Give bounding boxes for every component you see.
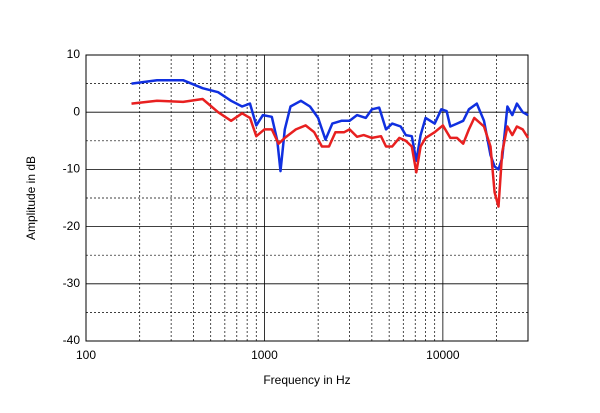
y-tick-label: -40 (63, 333, 81, 347)
data-line (131, 97, 530, 208)
y-tick-label: -30 (63, 276, 81, 290)
x-tick-label: 1000 (251, 348, 278, 362)
x-tick-label: 10000 (426, 348, 460, 362)
y-tick-label: -20 (63, 219, 81, 233)
plot-frame (85, 54, 529, 342)
x-axis-label: Frequency in Hz (263, 373, 350, 387)
y-tick-label: 0 (73, 104, 80, 118)
y-tick-label: -10 (63, 162, 81, 176)
x-tick-label: 100 (76, 348, 96, 362)
y-tick-label: 10 (67, 47, 81, 61)
y-axis-label: Amplitude in dB (24, 156, 38, 240)
